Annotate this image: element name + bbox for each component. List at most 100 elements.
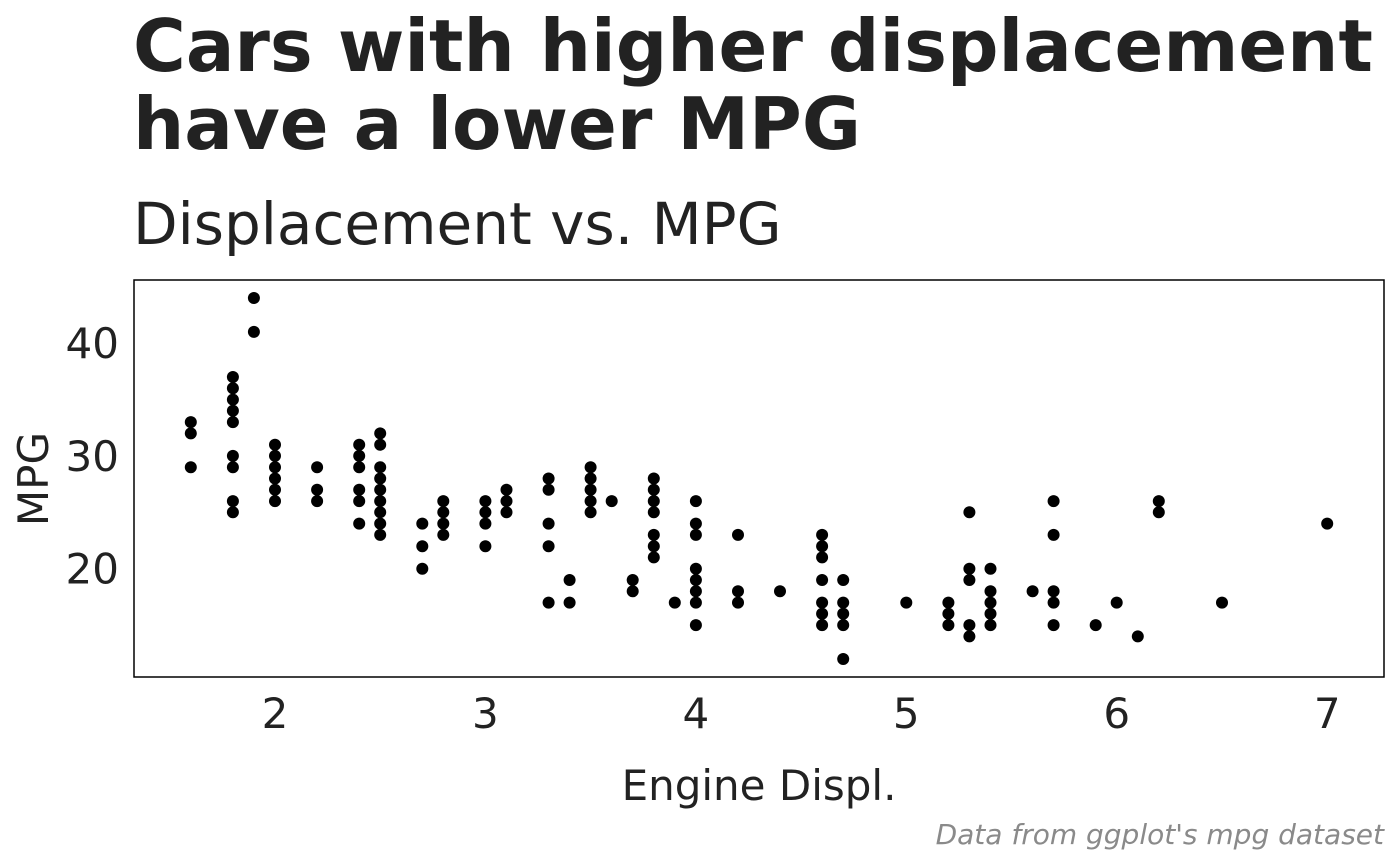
chart-title-line-2: have a lower MPG <box>133 82 861 166</box>
data-point <box>816 619 829 632</box>
data-point <box>963 574 976 586</box>
data-point <box>732 596 744 609</box>
data-point <box>647 495 660 508</box>
data-point <box>374 483 387 496</box>
chart-caption: Data from ggplot's mpg dataset <box>936 818 1385 851</box>
data-point <box>563 596 576 609</box>
data-point <box>226 393 239 406</box>
data-point <box>226 449 239 462</box>
data-point <box>816 540 829 553</box>
data-point <box>437 506 450 519</box>
y-axis-ticks: 20 30 40 <box>66 319 119 594</box>
data-point <box>942 607 955 620</box>
data-point <box>1152 506 1165 519</box>
data-point <box>542 472 555 485</box>
data-point <box>374 472 387 485</box>
data-point <box>584 461 597 474</box>
data-point <box>816 596 829 609</box>
data-point <box>837 619 850 632</box>
data-point <box>184 416 197 429</box>
data-point <box>1152 495 1165 508</box>
data-point <box>226 506 239 519</box>
data-point <box>605 495 618 508</box>
data-point <box>816 528 829 541</box>
data-point <box>626 585 639 598</box>
data-point <box>1047 528 1060 541</box>
data-point <box>353 449 366 462</box>
data-point <box>437 517 450 530</box>
data-point <box>479 506 492 519</box>
data-point <box>1321 517 1334 530</box>
data-point <box>837 607 850 620</box>
data-point <box>689 495 702 508</box>
data-point <box>626 574 639 586</box>
data-point <box>437 495 450 508</box>
data-point <box>479 540 492 553</box>
data-point <box>269 483 281 496</box>
data-point <box>184 461 197 474</box>
data-point <box>900 596 913 609</box>
data-point <box>269 461 281 474</box>
data-point <box>647 472 660 485</box>
data-point <box>374 461 387 474</box>
data-point <box>353 483 366 496</box>
data-point <box>542 483 555 496</box>
data-point <box>984 607 997 620</box>
data-point <box>226 371 239 383</box>
data-point <box>1047 596 1060 609</box>
data-point <box>542 517 555 530</box>
data-point <box>269 449 281 462</box>
data-point <box>1131 630 1144 643</box>
x-axis-ticks: 2 3 4 5 6 7 <box>262 689 1341 738</box>
plot-panel-border <box>133 279 1385 678</box>
data-point <box>311 461 324 474</box>
data-point <box>500 495 513 508</box>
data-point <box>353 438 366 451</box>
data-point <box>374 427 387 440</box>
data-point <box>416 562 429 575</box>
y-tick-label: 20 <box>66 545 119 594</box>
chart-subtitle: Displacement vs. MPG <box>133 190 782 258</box>
data-point <box>1026 585 1039 598</box>
data-point <box>563 574 576 586</box>
data-point <box>837 596 850 609</box>
data-point <box>437 528 450 541</box>
x-tick-label: 3 <box>472 689 499 738</box>
data-point <box>226 382 239 395</box>
data-point <box>353 461 366 474</box>
data-point <box>374 495 387 508</box>
data-point <box>374 528 387 541</box>
chart-title-line-1: Cars with higher displacement <box>133 4 1373 88</box>
data-point <box>732 585 744 598</box>
data-point <box>963 562 976 575</box>
data-point <box>542 596 555 609</box>
data-point <box>984 619 997 632</box>
data-points <box>184 292 1334 665</box>
data-point <box>837 574 850 586</box>
data-point <box>689 562 702 575</box>
data-point <box>816 574 829 586</box>
data-point <box>374 517 387 530</box>
data-point <box>479 517 492 530</box>
data-point <box>963 506 976 519</box>
data-point <box>353 517 366 530</box>
data-point <box>1089 619 1102 632</box>
data-point <box>226 495 239 508</box>
data-point <box>542 540 555 553</box>
data-point <box>984 596 997 609</box>
data-point <box>689 574 702 586</box>
data-point <box>689 585 702 598</box>
data-point <box>647 528 660 541</box>
data-point <box>269 495 281 508</box>
data-point <box>1110 596 1123 609</box>
data-point <box>416 540 429 553</box>
data-point <box>816 551 829 564</box>
data-point <box>184 427 197 440</box>
y-axis-title: MPG <box>9 432 58 526</box>
y-tick-label: 40 <box>66 319 119 368</box>
data-point <box>984 562 997 575</box>
y-tick-label: 30 <box>66 432 119 481</box>
data-point <box>269 472 281 485</box>
data-point <box>500 506 513 519</box>
